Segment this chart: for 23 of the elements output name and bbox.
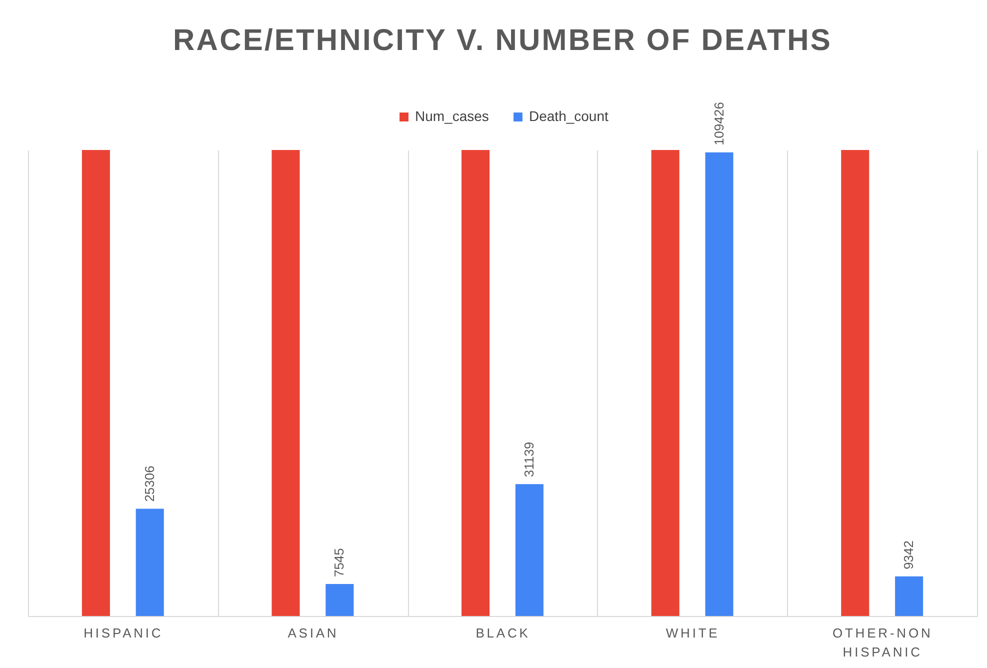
x-tick-label: OTHER-NON HISPANIC [832,626,933,660]
x-tick-label: ASIAN [288,626,339,640]
bar [841,150,870,616]
data-label: 31139 [521,442,536,478]
x-tick-label: BLACK [476,626,530,640]
data-label: 109426 [711,102,726,146]
data-label: 9342 [901,540,916,570]
bar [136,508,164,616]
data-label: 7545 [332,548,347,578]
legend-label: Num_cases [415,108,489,124]
bar [272,150,300,616]
bar [82,150,110,616]
chart-title: RACE/ETHNICITY V. NUMBER OF DEATHS [173,24,832,58]
bar [895,576,924,616]
bar [326,584,354,616]
bar [515,484,544,616]
legend-label: Death_count [529,108,609,124]
bar [651,150,680,616]
data-label: 25306 [142,466,157,502]
x-tick-label: WHITE [666,626,720,640]
bar [705,152,734,616]
bar [462,150,490,616]
x-tick-label: HISPANIC [84,626,164,640]
